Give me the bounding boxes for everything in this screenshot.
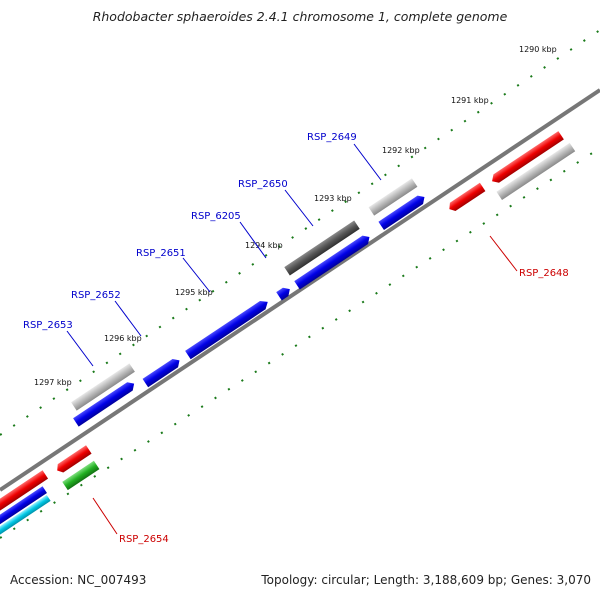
gene-RSP_2648-part1 [449, 182, 486, 212]
gene-grey-RSP_2653-region [71, 363, 135, 411]
gene-label-RSP_6205: RSP_6205 [191, 211, 241, 222]
tick-label: 1294 kbp [245, 241, 283, 250]
gene-RSP_2649 [378, 195, 425, 231]
callout-RSP_2651 [182, 257, 211, 293]
chromosome-backbone [0, 88, 600, 492]
gene-cyan-left-edge [0, 495, 51, 537]
gene-label-RSP_2650: RSP_2650 [238, 179, 288, 190]
callout-lines [66, 143, 382, 367]
tick-label: 1295 kbp [175, 288, 213, 297]
callout-RSP_2650 [284, 189, 314, 227]
gene-RSP_2653 [73, 382, 135, 427]
tick-label: 1297 kbp [34, 378, 72, 387]
gene-RSP_6205 [276, 287, 290, 301]
gene-RSP_2650 [294, 235, 370, 290]
gene-red-left-small [57, 445, 92, 473]
gene-RSP_2648 [492, 131, 564, 183]
forward-strand-genes [71, 178, 425, 427]
tick-label: 1290 kbp [519, 45, 557, 54]
gene-grey-RSP_2648-region [496, 142, 576, 201]
gene-label-RSP_2654: RSP_2654 [119, 534, 169, 545]
callout-RSP_2648 [489, 235, 518, 272]
kbp-tick-labels: 1290 kbp 1291 kbp 1292 kbp 1293 kbp 1294… [34, 45, 557, 387]
callout-RSP_2653 [66, 330, 94, 367]
tick-label: 1292 kbp [382, 146, 420, 155]
gene-label-RSP_2649: RSP_2649 [307, 132, 357, 143]
tick-label: 1293 kbp [314, 194, 352, 203]
inner-tick-ring [0, 147, 600, 539]
tick-label: 1291 kbp [451, 96, 489, 105]
genome-summary-text: Topology: circular; Length: 3,188,609 bp… [261, 573, 591, 587]
gene-RSP_2651 [185, 300, 268, 360]
gene-label-RSP_2653: RSP_2653 [23, 320, 73, 331]
gene-label-RSP_2652: RSP_2652 [71, 290, 121, 301]
callout-RSP_2654 [92, 497, 118, 535]
gene-labels: RSP_2649 RSP_2650 RSP_6205 RSP_2651 RSP_… [23, 132, 569, 545]
gene-red-left-edge [0, 470, 49, 512]
gene-RSP_2654 [62, 460, 100, 491]
gene-grey-RSP_2649-region [368, 178, 418, 216]
tick-label: 1296 kbp [104, 334, 142, 343]
outer-tick-ring [0, 29, 600, 436]
callout-RSP_2649 [353, 143, 382, 181]
callout-RSP_2652 [114, 300, 142, 337]
reverse-strand-genes [0, 131, 576, 537]
callout-lines-reverse [92, 235, 518, 535]
gene-label-RSP_2651: RSP_2651 [136, 248, 186, 259]
gene-dark-RSP_2650-region [284, 220, 360, 276]
callout-RSP_6205 [239, 221, 267, 259]
gene-label-RSP_2648: RSP_2648 [519, 268, 569, 279]
gene-RSP_2652 [142, 358, 180, 388]
map-title: Rhodobacter sphaeroides 2.4.1 chromosome… [92, 9, 508, 24]
gene-blue-left-edge [0, 486, 47, 527]
accession-text: Accession: NC_007493 [10, 573, 147, 587]
